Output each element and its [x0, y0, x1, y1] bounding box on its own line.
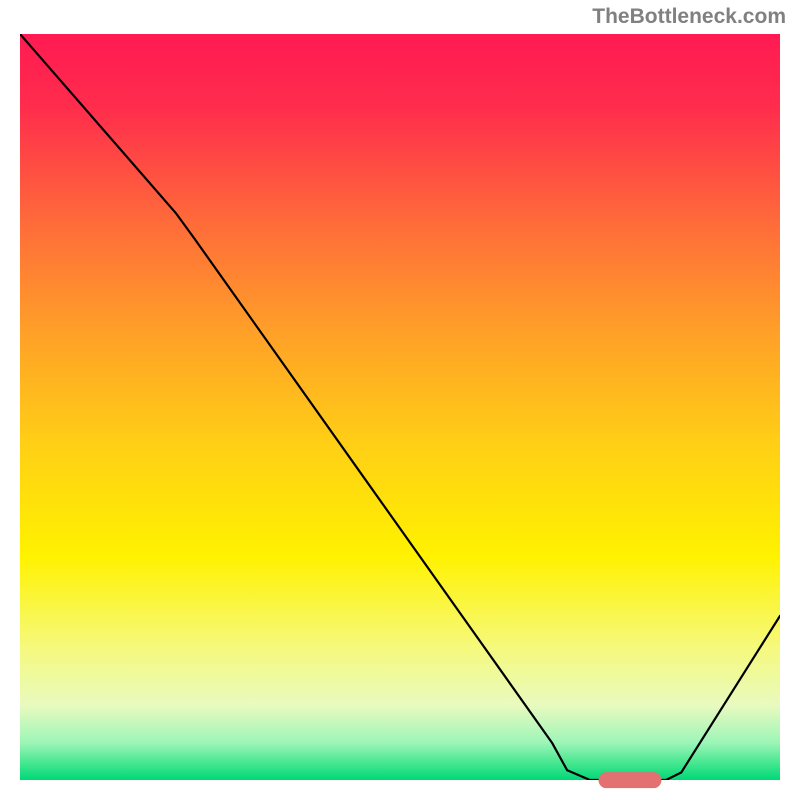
watermark-text: TheBottleneck.com [592, 5, 786, 29]
gradient-background [20, 34, 780, 780]
optimal-range-marker [599, 772, 662, 788]
plot-area [20, 34, 780, 780]
figure-container: TheBottleneck.com [0, 0, 800, 800]
